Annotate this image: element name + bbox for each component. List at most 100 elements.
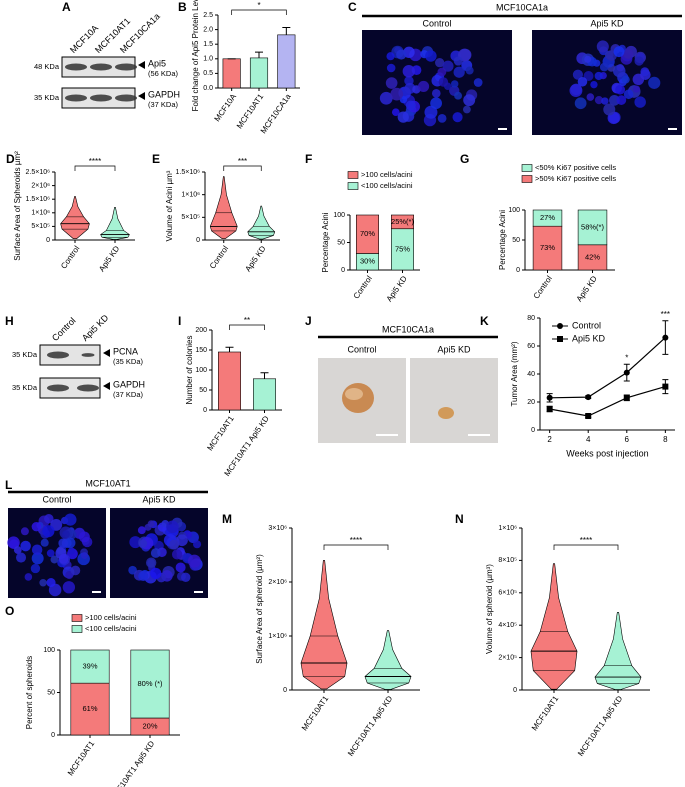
blot-strip [39, 344, 101, 366]
scale-bar [92, 591, 101, 593]
nucleus [68, 547, 76, 555]
y-tick-label: 0 [516, 267, 520, 274]
panel-label: D [6, 152, 15, 166]
nucleus [62, 581, 76, 594]
y-tick-label: 1.5 [203, 41, 213, 48]
nucleus [187, 554, 201, 568]
nucleus [586, 93, 595, 101]
image-label: Control [347, 344, 376, 354]
nucleus [58, 538, 69, 549]
bar [253, 378, 277, 411]
protein-label: Api5 [148, 58, 166, 68]
y-tick-label: 2×10⁶ [31, 182, 50, 189]
nucleus [58, 554, 69, 564]
bar-segment [70, 682, 110, 736]
y-tick-label: 0 [283, 687, 287, 694]
nucleus [603, 103, 616, 116]
significance-label: * [257, 1, 260, 10]
nucleus [7, 536, 20, 549]
x-tick-label: Api5 KD [385, 274, 409, 303]
significance-label: **** [580, 536, 592, 545]
y-axis-label: Number of colonies [185, 336, 194, 405]
x-tick-label: 8 [663, 435, 668, 444]
nucleus [431, 88, 441, 98]
annotation: *** [661, 310, 670, 319]
protein-label: GAPDH [113, 379, 145, 389]
y-tick-label: 3×10⁶ [268, 525, 287, 532]
y-tick-label: 100 [508, 207, 520, 214]
y-tick-label: 1.5×10⁶ [26, 196, 51, 203]
nucleus [39, 578, 47, 587]
legend-swatch [521, 164, 533, 172]
significance-label: ** [244, 316, 250, 325]
y-tick-label: 50 [337, 239, 345, 246]
nucleus [166, 520, 179, 534]
panel-label: H [5, 314, 14, 328]
y-tick-label: 6×10⁵ [498, 590, 517, 597]
scale-bar [668, 128, 677, 130]
nucleus [80, 552, 88, 560]
significance-label: *** [238, 157, 247, 166]
legend-marker [557, 336, 563, 342]
legend-marker [557, 323, 563, 329]
blot-band [90, 94, 112, 102]
y-axis-label: Surface Area of spheroid (µm²) [255, 554, 264, 664]
tumor-highlight [345, 388, 363, 400]
y-tick-label: 80 [527, 315, 535, 322]
panel-label: N [455, 512, 464, 526]
nucleus [390, 87, 404, 101]
legend-label: >100 cells/acini [85, 613, 137, 622]
nucleus [596, 40, 609, 53]
nucleus [621, 75, 630, 84]
y-axis-label: Volume of Acini µm³ [165, 170, 174, 241]
blot-band [77, 384, 99, 392]
nucleus [40, 538, 49, 547]
y-axis-label: Volume of spheroid (µm³) [485, 564, 494, 654]
nucleus [437, 67, 447, 77]
panel-label: A [62, 0, 71, 14]
photo [410, 358, 498, 443]
value-label: 58%(*) [581, 222, 604, 231]
y-tick-label: 0 [203, 407, 207, 414]
significance-label: **** [89, 157, 101, 166]
nucleus [31, 521, 42, 532]
violin [300, 560, 348, 690]
image-label: Api5 KD [437, 344, 471, 354]
significance-bracket [553, 544, 619, 550]
y-tick-label: 0 [46, 237, 50, 244]
marker-label: 48 KDa [34, 62, 60, 71]
nucleus [176, 534, 188, 547]
nucleus [44, 513, 54, 524]
nucleus [46, 578, 56, 588]
bar-segment [532, 209, 563, 227]
nucleus [30, 563, 41, 574]
nucleus [454, 91, 463, 100]
nucleus [396, 49, 407, 60]
nucleus [379, 91, 393, 105]
nucleus [616, 95, 627, 105]
marker [546, 394, 553, 401]
y-tick-label: 0 [513, 687, 517, 694]
y-tick-label: 40 [527, 371, 535, 378]
value-label: 20% [142, 721, 157, 730]
value-label: 75% [395, 244, 410, 253]
nucleus [175, 562, 186, 573]
marker [623, 394, 630, 401]
legend-label: <50% Ki67 positive cells [535, 163, 616, 172]
arrow [138, 61, 145, 69]
nucleus [473, 78, 483, 87]
y-tick-label: 60 [527, 343, 535, 350]
bar-segment [577, 209, 608, 246]
x-tick-label: Api5 KD [243, 244, 267, 273]
nucleus [632, 85, 641, 93]
value-label: 25%(*) [391, 217, 414, 226]
nucleus [594, 96, 604, 105]
error-bar [260, 372, 269, 379]
y-tick-label: 1×10⁶ [31, 210, 50, 217]
nucleus [463, 105, 471, 114]
nucleus [583, 70, 594, 81]
bar-segment [577, 244, 608, 271]
y-tick-label: 100 [195, 367, 207, 374]
value-label: 30% [360, 257, 375, 266]
